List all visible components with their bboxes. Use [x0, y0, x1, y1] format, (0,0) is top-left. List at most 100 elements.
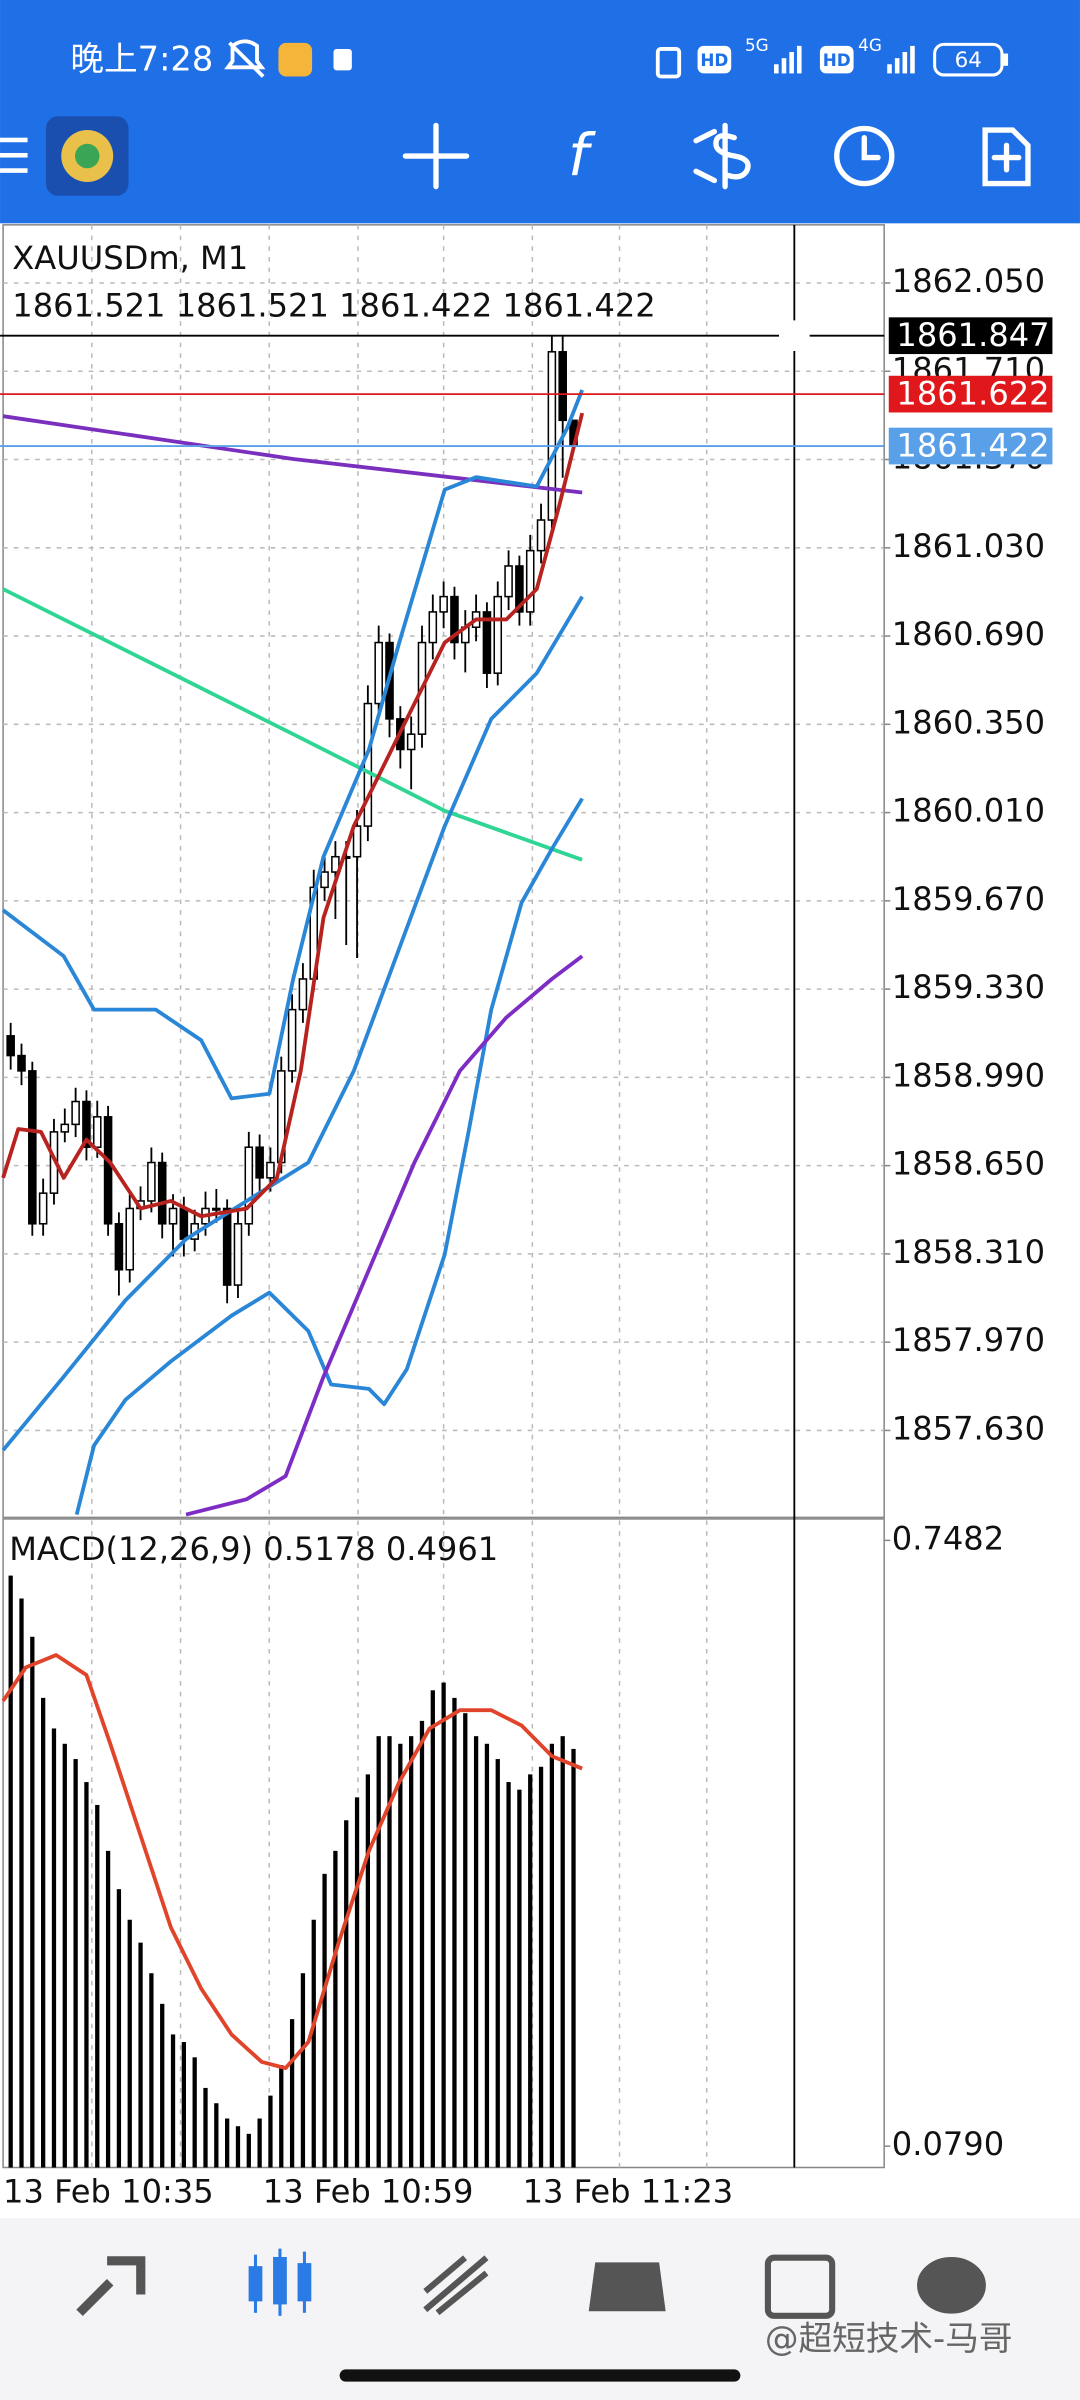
y-tick-label: 1858.990	[892, 1056, 1045, 1094]
macd-bar	[192, 2057, 197, 2168]
price-label: 1861.622	[896, 375, 1049, 413]
indicator-line	[1, 412, 585, 1219]
candle-body	[450, 595, 459, 644]
hd-label: HD	[823, 50, 851, 70]
macd-bar	[51, 1728, 57, 2168]
battery-tip	[1003, 53, 1009, 66]
candle-body	[547, 351, 557, 521]
macd-bar	[333, 1850, 338, 2168]
macd-bar	[528, 1774, 533, 2168]
network-label: 5G	[745, 35, 769, 55]
indicator-line	[1, 1653, 583, 2071]
nav-history[interactable]	[588, 2262, 666, 2312]
price-label-box	[888, 375, 1053, 413]
candle-body	[298, 978, 308, 1011]
hd-badge	[819, 45, 854, 74]
macd-bar	[419, 1720, 425, 2168]
macd-bar	[62, 1743, 67, 2168]
macd-bar	[127, 1919, 132, 2168]
candle-body	[374, 641, 383, 705]
price-label: 1861.847	[896, 316, 1049, 354]
candle-body	[157, 1161, 167, 1225]
bell-icon	[224, 39, 266, 70]
price-label: 1861.422	[896, 427, 1049, 465]
macd-bar	[430, 1690, 435, 2168]
y-tick-label: 1857.630	[892, 1409, 1045, 1447]
candle-body	[92, 1116, 102, 1148]
macd-bar	[84, 1782, 89, 2168]
nav-news[interactable]	[764, 2254, 836, 2319]
ohlc-readout: 1861.521 1861.521 1861.422 1861.422	[12, 286, 655, 324]
signal-bars-2	[887, 45, 915, 74]
macd-bar	[322, 1873, 327, 2168]
candle-body	[493, 595, 503, 674]
crosshair-button[interactable]	[402, 122, 470, 190]
macd-bar	[257, 2118, 262, 2168]
candle-body	[71, 1100, 80, 1126]
nav-trade[interactable]	[423, 2255, 489, 2316]
candle-body	[406, 733, 416, 751]
watermark: @超短技术-马哥	[765, 2319, 1013, 2358]
history-button[interactable]	[834, 125, 895, 187]
macd-bar	[160, 2003, 165, 2168]
indicator-line	[2, 414, 583, 495]
macd-bar	[116, 1889, 122, 2168]
macd-bar	[235, 2126, 241, 2168]
candle-body	[125, 1207, 135, 1271]
app-icon-core	[74, 143, 100, 169]
macd-bar	[268, 2095, 273, 2168]
y-tick-label: 1859.670	[892, 880, 1045, 918]
indicator-line	[185, 954, 584, 1517]
candle-body	[558, 351, 567, 422]
candle-body	[38, 1192, 48, 1225]
macd-bar	[73, 1759, 78, 2168]
candle-body	[266, 1161, 275, 1179]
nav-chart[interactable]	[248, 2248, 312, 2316]
candle-body	[504, 565, 513, 598]
y-tick-label: 1857.970	[892, 1321, 1045, 1359]
macd-bar	[181, 2042, 186, 2168]
candle-body	[255, 1146, 264, 1179]
nav-icons	[76, 2248, 986, 2319]
hd-label: HD	[700, 50, 728, 70]
new-order-button[interactable]	[982, 127, 1031, 187]
macd-bar	[538, 1766, 544, 2168]
candle-body	[147, 1161, 156, 1202]
macd-bar	[225, 2118, 230, 2168]
price-label-box	[888, 427, 1053, 465]
candle-body	[352, 825, 362, 858]
macd-bar	[441, 1682, 446, 2168]
candle-body	[233, 1223, 243, 1286]
network-label: 4G	[858, 35, 882, 55]
candle-body	[168, 1207, 178, 1225]
candle-body	[82, 1100, 91, 1148]
y-tick-label: 1860.690	[892, 615, 1045, 653]
macd-bar	[354, 1797, 360, 2168]
macd-bar	[495, 1759, 500, 2168]
home-indicator	[339, 2369, 741, 2382]
candle-body	[244, 1146, 254, 1225]
candle-body	[222, 1207, 232, 1286]
menu-button[interactable]	[0, 137, 28, 173]
candle-body	[515, 565, 524, 613]
macd-bar	[452, 1697, 457, 2168]
candle-body	[428, 611, 438, 644]
quotes-button[interactable]	[693, 122, 751, 190]
macd-bar	[473, 1736, 479, 2168]
candle-body	[287, 1008, 297, 1072]
indicator-line	[1, 389, 584, 1101]
macd-bar	[279, 2065, 284, 2168]
macd-bar	[149, 1973, 154, 2168]
macd-bar	[203, 2087, 208, 2168]
macd-bar	[549, 1743, 555, 2168]
macd-bar	[95, 1804, 100, 2168]
candle-body	[179, 1207, 189, 1240]
macd-bar	[344, 1820, 349, 2168]
y-tick-label: 0.7482	[892, 1519, 1004, 1557]
macd-bar	[19, 1598, 24, 2168]
nav-chat[interactable]	[917, 2256, 986, 2314]
macd-bar	[506, 1782, 511, 2168]
nav-quotes[interactable]	[76, 2256, 146, 2317]
notify-icon	[333, 48, 352, 71]
candle-body	[439, 595, 448, 613]
